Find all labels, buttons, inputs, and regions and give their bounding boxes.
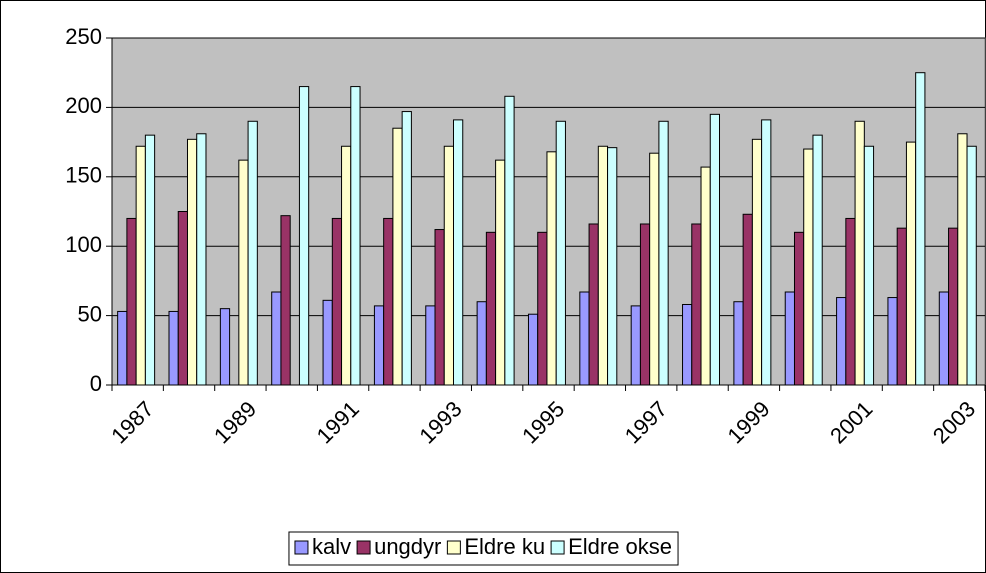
bar xyxy=(957,133,968,386)
bar xyxy=(896,227,907,386)
bar xyxy=(793,231,805,386)
y-tick-label: 250 xyxy=(65,24,102,49)
bar xyxy=(186,138,198,386)
bar xyxy=(887,297,898,386)
bar xyxy=(341,145,352,386)
legend-swatch xyxy=(356,540,371,555)
bar xyxy=(938,291,950,386)
bar xyxy=(630,305,641,386)
bar xyxy=(144,134,156,386)
bar xyxy=(383,217,394,386)
bar xyxy=(425,305,436,386)
bar xyxy=(588,223,599,386)
bar xyxy=(579,291,590,386)
legend-label: kalv xyxy=(312,534,351,559)
bar xyxy=(117,310,128,386)
bar xyxy=(443,145,454,386)
y-tick-label: 0 xyxy=(90,371,102,396)
bar xyxy=(177,211,188,386)
bar xyxy=(658,120,669,386)
bar xyxy=(485,231,497,386)
legend-label: Eldre okse xyxy=(568,534,672,559)
bar xyxy=(784,291,795,386)
bar xyxy=(495,159,506,386)
legend-box xyxy=(288,531,679,566)
y-tick-label: 200 xyxy=(65,93,102,118)
bar xyxy=(639,223,651,386)
bar xyxy=(126,217,137,386)
y-tick-label: 150 xyxy=(65,163,102,188)
bar xyxy=(350,86,361,386)
bar xyxy=(915,72,926,386)
bar xyxy=(733,301,744,386)
y-tick-label: 100 xyxy=(65,232,102,257)
bar xyxy=(812,134,823,386)
legend-label: ungdyr xyxy=(374,534,441,559)
bar xyxy=(742,213,753,386)
bar xyxy=(238,159,249,386)
bar xyxy=(247,120,258,386)
legend-label: Eldre ku xyxy=(464,534,545,559)
bar xyxy=(401,111,412,386)
bar xyxy=(322,299,333,386)
bar xyxy=(271,291,282,386)
legend-swatch xyxy=(446,540,461,555)
bar xyxy=(803,148,814,386)
legend: kalv ungdyr Eldre ku Eldre okse xyxy=(288,531,679,566)
bar xyxy=(682,303,693,386)
bar xyxy=(196,133,207,386)
bar xyxy=(863,145,875,386)
bar xyxy=(527,313,539,386)
bar xyxy=(504,95,515,386)
bar xyxy=(836,297,847,386)
bar xyxy=(691,223,702,386)
y-tick-label: 50 xyxy=(78,301,102,326)
bar xyxy=(219,308,231,386)
bar xyxy=(331,217,343,386)
legend-swatch xyxy=(550,540,565,555)
bar xyxy=(597,145,609,386)
bar xyxy=(555,120,566,386)
bar xyxy=(135,145,146,386)
bar xyxy=(392,127,403,386)
bar xyxy=(854,120,865,386)
bar xyxy=(537,231,548,386)
bar xyxy=(966,145,977,386)
bar xyxy=(280,215,291,386)
bar xyxy=(452,119,464,386)
bar xyxy=(607,147,618,386)
bar xyxy=(168,310,179,386)
bar xyxy=(948,227,959,386)
bar xyxy=(649,152,660,386)
bar xyxy=(700,166,711,386)
bar xyxy=(476,301,487,386)
legend-swatch xyxy=(294,540,309,555)
bar xyxy=(373,305,385,386)
bar xyxy=(751,138,763,386)
bar xyxy=(298,86,310,386)
bar xyxy=(845,217,856,386)
bar xyxy=(546,151,557,386)
bar xyxy=(709,113,721,386)
bar xyxy=(434,229,445,386)
bar xyxy=(761,119,772,386)
bar xyxy=(905,141,917,386)
